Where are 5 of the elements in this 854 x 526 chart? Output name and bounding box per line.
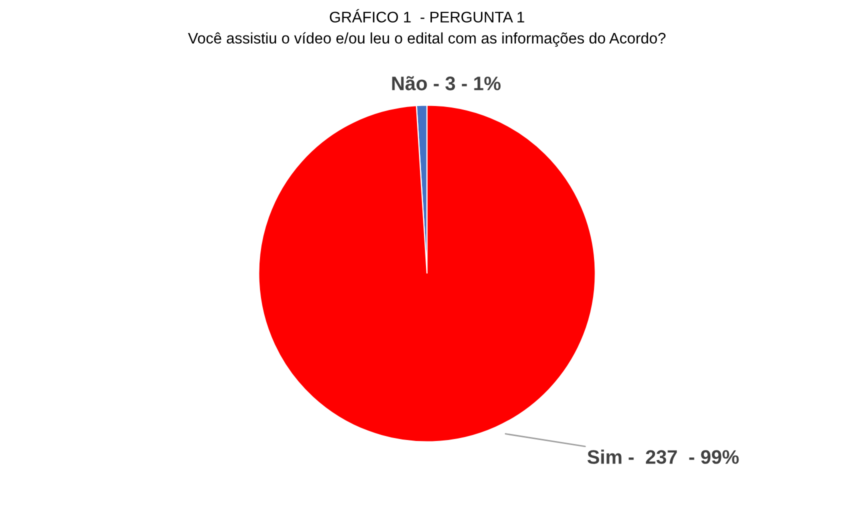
chart-subtitle: Você assistiu o vídeo e/ou leu o edital com as informações do Acordo? [188,32,666,47]
pie-slice [258,104,596,442]
chart-title: GRÁFICO 1 - PERGUNTA 1 [330,9,524,23]
slice-label: Sim - 237 - 99% [587,450,739,464]
slice-label: Não - 3 - 1% [392,76,501,90]
